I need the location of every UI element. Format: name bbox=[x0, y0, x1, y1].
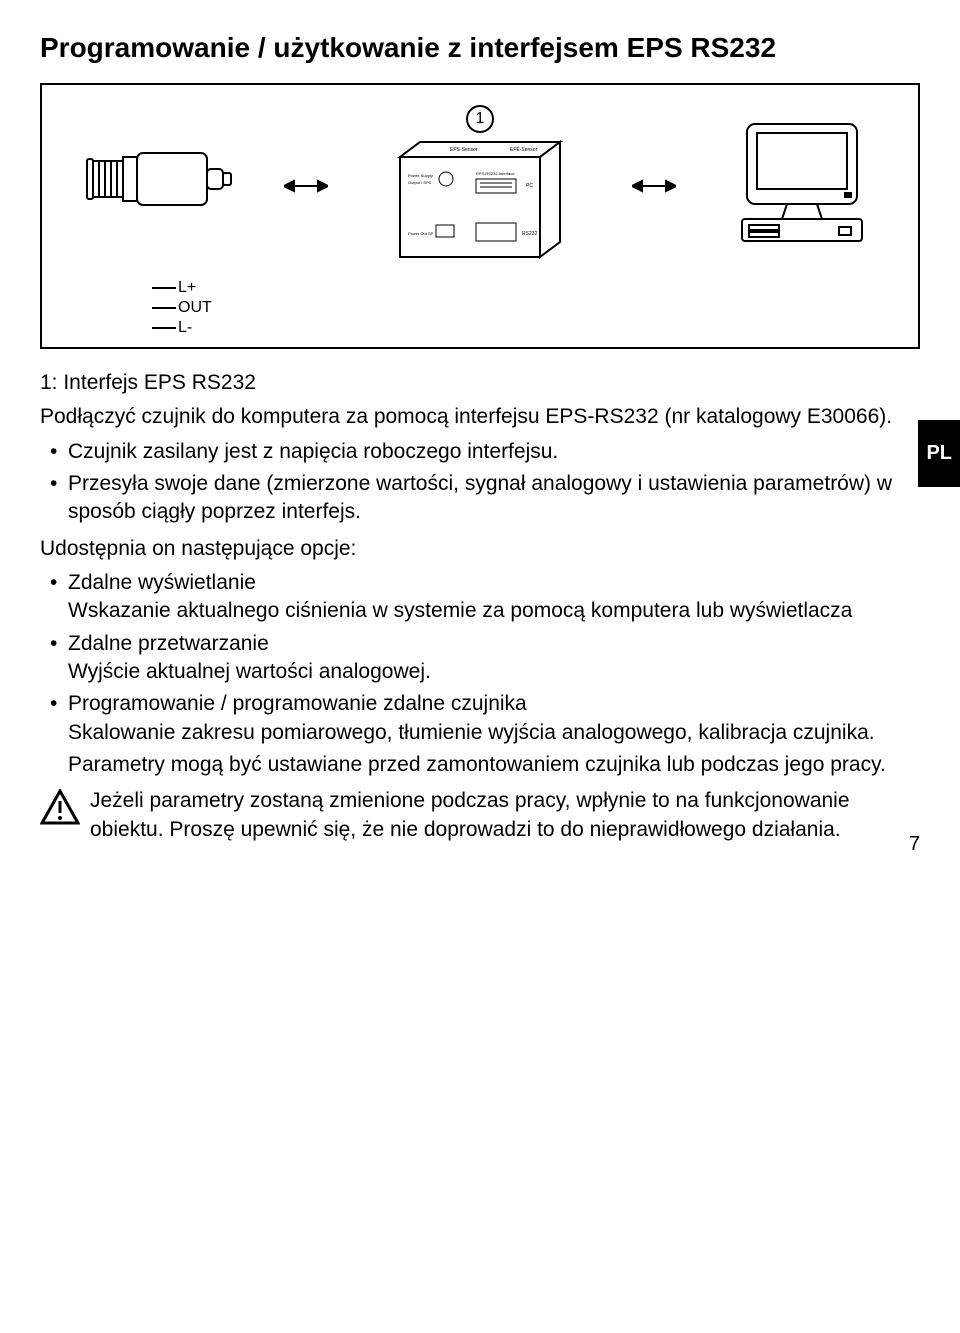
interface-box-illustration: EPS-Sensor EFE-Sensor Power-Supply Outpu… bbox=[380, 137, 580, 267]
list-item: Programowanie / programowanie zdalne czu… bbox=[40, 690, 920, 779]
svg-text:Power-Supply: Power-Supply bbox=[408, 173, 433, 178]
pin-l-minus: L- bbox=[178, 319, 192, 337]
svg-text:PC: PC bbox=[526, 183, 533, 189]
svg-text:EFE-Sensor: EFE-Sensor bbox=[510, 147, 538, 153]
options-intro: Udostępnia on następujące opcje: bbox=[40, 535, 920, 563]
pin-l-plus: L+ bbox=[178, 279, 196, 297]
options-list: Zdalne wyświetlanie Wskazanie aktualnego… bbox=[40, 569, 920, 779]
list-item: Zdalne przetwarzanie Wyjście aktualnej w… bbox=[40, 630, 920, 687]
bullet-list-1: Czujnik zasilany jest z napięcia robocze… bbox=[40, 438, 920, 527]
svg-text:Output / SPS: Output / SPS bbox=[408, 180, 432, 185]
intro-paragraph: Podłączyć czujnik do komputera za pomocą… bbox=[40, 403, 920, 431]
svg-text:RS232: RS232 bbox=[522, 231, 538, 237]
svg-text:EPS-RS232-Interface: EPS-RS232-Interface bbox=[476, 171, 515, 176]
diagram-caption: 1: Interfejs EPS RS232 bbox=[40, 369, 920, 397]
language-tab: PL bbox=[918, 420, 960, 487]
list-item: Przesyła swoje dane (zmierzone wartości,… bbox=[40, 470, 920, 527]
diagram-callout-1: 1 bbox=[466, 105, 494, 133]
page-title: Programowanie / użytkowanie z interfejse… bbox=[40, 30, 920, 65]
page-number: 7 bbox=[909, 833, 920, 856]
body-text: 1: Interfejs EPS RS232 Podłączyć czujnik… bbox=[40, 369, 920, 844]
list-item: Czujnik zasilany jest z napięcia robocze… bbox=[40, 438, 920, 466]
svg-text:EPS-Sensor: EPS-Sensor bbox=[450, 147, 478, 153]
arrow-bidir-icon bbox=[284, 176, 328, 196]
arrow-bidir-icon bbox=[632, 176, 676, 196]
sensor-illustration bbox=[83, 139, 233, 234]
connection-diagram: 1 EPS-Sensor EFE-Sensor Power-Supply Out… bbox=[40, 83, 920, 349]
list-item: Zdalne wyświetlanie Wskazanie aktualnego… bbox=[40, 569, 920, 626]
computer-illustration bbox=[727, 119, 877, 254]
warning-icon bbox=[40, 789, 80, 833]
pin-out: OUT bbox=[178, 299, 212, 317]
warning-text: Jeżeli parametry zostaną zmienione podcz… bbox=[90, 787, 920, 844]
svg-text:Power Out SP: Power Out SP bbox=[408, 231, 434, 236]
pin-labels: L+ OUT L- bbox=[152, 279, 898, 337]
